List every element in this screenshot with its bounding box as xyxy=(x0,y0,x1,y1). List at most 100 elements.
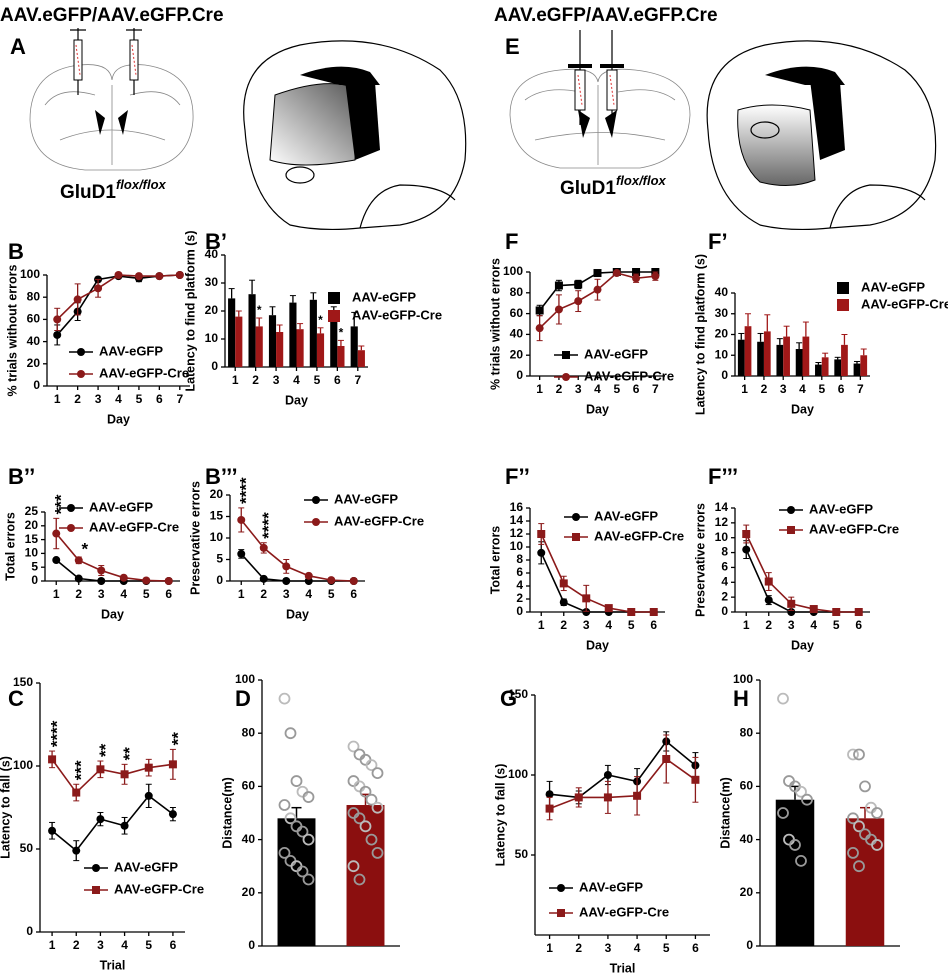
x-axis-label: Day xyxy=(791,402,814,416)
point xyxy=(537,530,546,538)
bar xyxy=(330,312,338,367)
point xyxy=(632,268,641,276)
x-axis-label: Day xyxy=(101,607,124,621)
y-axis-label: Latency to fall (s) xyxy=(0,756,12,859)
series-line xyxy=(51,758,174,794)
point xyxy=(94,284,103,293)
data-point xyxy=(284,812,297,825)
data-point xyxy=(353,812,366,825)
y-tick-label: 40 xyxy=(715,285,729,299)
point xyxy=(554,281,563,290)
series-line xyxy=(745,549,859,613)
x-tick-label: 3 xyxy=(98,587,105,601)
data-point xyxy=(795,785,807,798)
bar xyxy=(757,341,764,376)
y-tick-label: 0 xyxy=(516,604,523,618)
data-point xyxy=(347,740,360,753)
point xyxy=(74,556,83,565)
bar xyxy=(228,298,236,367)
x-tick-label: 2 xyxy=(575,941,582,955)
y-tick-label: 5 xyxy=(31,559,38,573)
y-tick-label: 15 xyxy=(210,509,224,523)
point xyxy=(282,562,291,571)
x-tick-label: 4 xyxy=(120,587,127,601)
x-axis-label: Trial xyxy=(100,958,126,972)
y-axis-label: % trials without errors xyxy=(488,258,502,390)
panel-label: F’ xyxy=(708,229,728,254)
point xyxy=(545,804,554,813)
bar xyxy=(853,363,861,376)
point xyxy=(627,608,636,616)
legend-label: AAV-eGFP xyxy=(861,279,925,294)
bar xyxy=(744,326,752,376)
x-tick-label: 6 xyxy=(350,587,357,601)
x-tick-label: 3 xyxy=(283,587,290,601)
y-tick-label: 0 xyxy=(31,573,38,587)
y-tick-label: 100 xyxy=(503,264,523,278)
point xyxy=(603,771,612,779)
point xyxy=(854,608,863,616)
x-tick-label: 2 xyxy=(765,618,772,632)
significance: * xyxy=(81,539,88,558)
y-tick-label: 80 xyxy=(740,725,754,739)
sagittal-section xyxy=(706,40,937,231)
point xyxy=(603,793,612,802)
data-point xyxy=(789,839,801,851)
x-tick-label: 5 xyxy=(663,941,670,955)
y-axis-label: Total errors xyxy=(488,526,502,595)
x-tick-label: 5 xyxy=(613,382,620,396)
significance: * xyxy=(318,313,323,327)
y-tick-label: 20 xyxy=(715,327,729,341)
data-point xyxy=(302,791,315,803)
point xyxy=(144,763,153,772)
legend-label: AAV-eGFP-Cre xyxy=(89,519,179,534)
panel-label: F’’ xyxy=(505,464,530,489)
data-point xyxy=(365,759,378,772)
y-axis-label: Latency to find platform (s) xyxy=(183,230,197,391)
x-tick-label: 6 xyxy=(156,392,163,406)
legend-label: AAV-eGFP-Cre xyxy=(579,904,669,919)
y-tick-label: 40 xyxy=(205,247,219,261)
x-tick-label: 6 xyxy=(650,618,657,632)
data-point xyxy=(847,847,859,859)
y-tick-label: 10 xyxy=(210,530,224,544)
bar xyxy=(763,331,771,376)
y-tick-label: 15 xyxy=(25,532,39,546)
x-tick-label: 6 xyxy=(170,938,177,952)
y-tick-label: 0 xyxy=(211,359,218,373)
bar xyxy=(296,329,304,367)
x-tick-label: 3 xyxy=(605,941,612,955)
y-tick-label: 6 xyxy=(721,560,728,574)
y-tick-label: 16 xyxy=(510,500,524,514)
legend-marker xyxy=(77,370,85,378)
data-point xyxy=(302,873,315,886)
x-tick-label: 6 xyxy=(838,382,845,396)
point xyxy=(97,577,106,585)
point xyxy=(632,274,641,283)
x-tick-label: 7 xyxy=(652,382,659,396)
y-tick-label: 5 xyxy=(216,552,223,566)
point xyxy=(612,269,621,278)
series-line xyxy=(549,740,696,799)
bar xyxy=(337,346,345,367)
y-tick-label: 10 xyxy=(715,347,729,361)
bar xyxy=(289,302,297,367)
y-tick-label: 0 xyxy=(216,573,223,587)
x-tick-label: 5 xyxy=(833,618,840,632)
legend-label: AAV-eGFP xyxy=(334,491,398,506)
panel-label: A xyxy=(10,34,26,59)
point xyxy=(97,566,106,575)
x-tick-label: 5 xyxy=(136,392,143,406)
x-tick-label: 1 xyxy=(743,618,750,632)
x-tick-label: 5 xyxy=(145,938,152,952)
x-tick-label: 3 xyxy=(788,618,795,632)
point xyxy=(134,272,143,281)
y-axis-label: Preservative errors xyxy=(188,481,202,595)
bar xyxy=(783,336,790,376)
data-point xyxy=(853,860,865,873)
point xyxy=(96,815,105,824)
legend-marker xyxy=(572,513,580,521)
legend-marker xyxy=(787,506,795,514)
point xyxy=(114,271,123,279)
panel-label: B’ xyxy=(205,229,227,254)
